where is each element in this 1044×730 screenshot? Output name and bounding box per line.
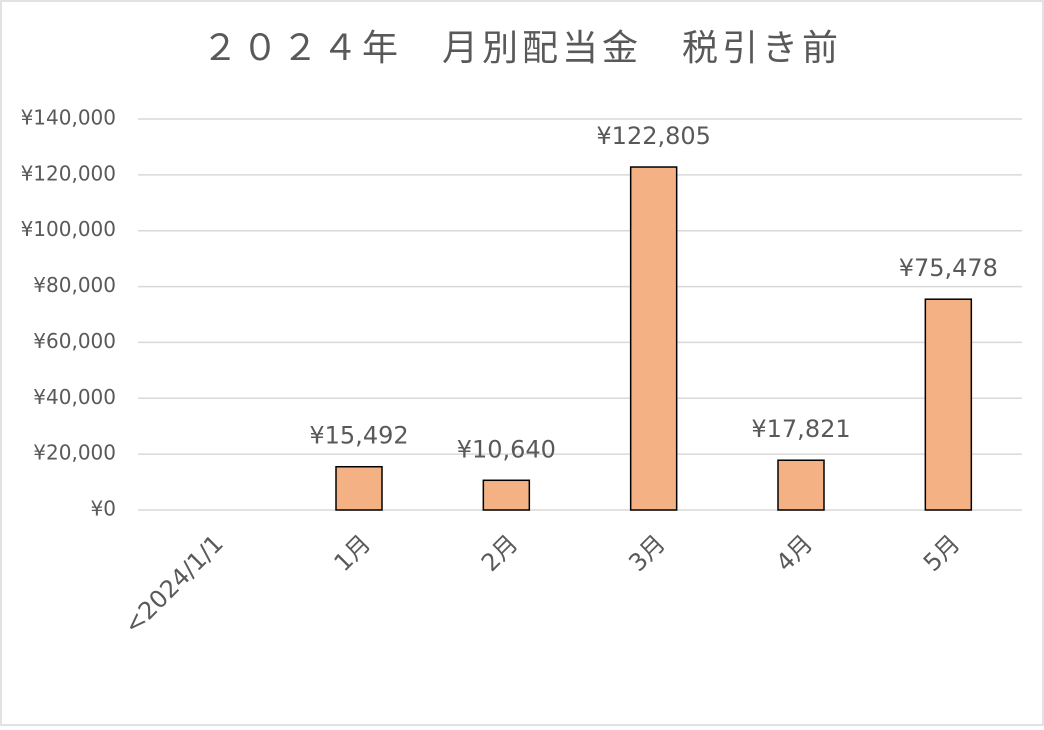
y-tick-label: ¥100,000	[21, 217, 116, 241]
bar	[482, 479, 531, 511]
bar	[924, 298, 973, 511]
y-tick-label: ¥80,000	[33, 273, 116, 297]
chart-title: ２０２４年 月別配当金 税引き前	[202, 28, 842, 69]
data-label: ¥122,805	[596, 122, 711, 150]
y-tick-label: ¥40,000	[33, 385, 116, 409]
bar	[335, 465, 383, 511]
bar	[629, 166, 678, 511]
y-tick-label: ¥20,000	[33, 441, 116, 465]
y-tick-label: ¥0	[91, 497, 116, 521]
data-label: ¥75,478	[899, 254, 998, 282]
y-tick-label: ¥120,000	[21, 161, 116, 185]
y-tick-label: ¥140,000	[21, 106, 116, 130]
data-label: ¥17,821	[751, 415, 850, 443]
data-label: ¥10,640	[457, 435, 556, 463]
bar	[777, 459, 825, 511]
y-tick-label: ¥60,000	[33, 329, 116, 353]
data-label: ¥15,492	[309, 422, 408, 450]
